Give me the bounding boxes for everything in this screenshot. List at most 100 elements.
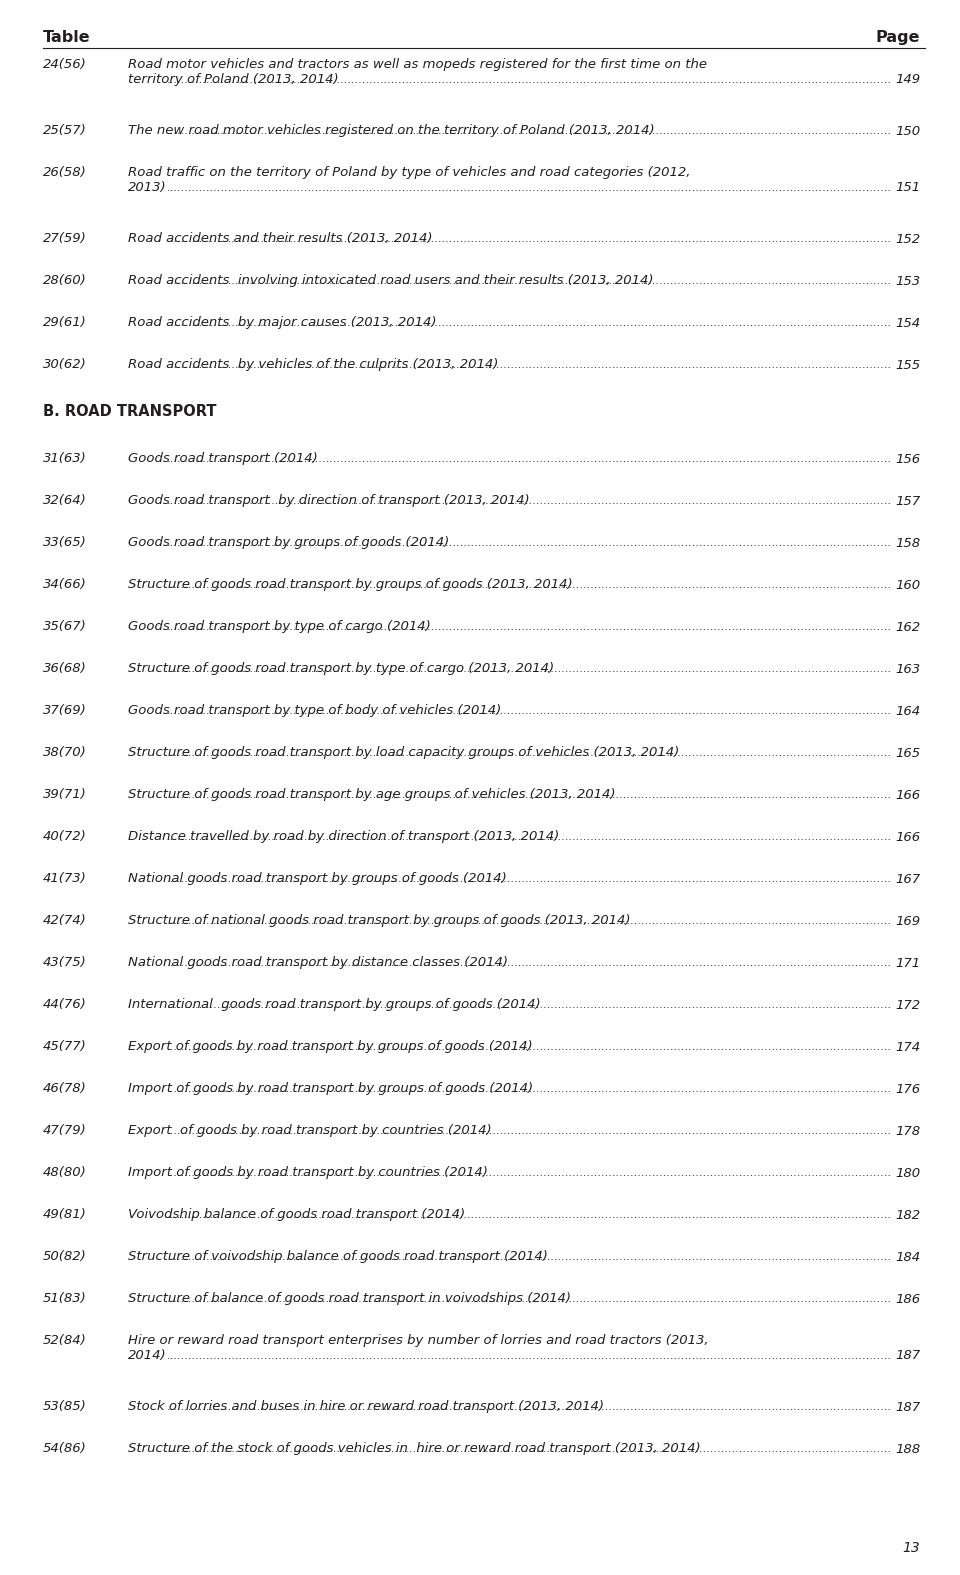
Text: 164: 164	[895, 704, 920, 718]
Text: 184: 184	[895, 1251, 920, 1263]
Text: 157: 157	[895, 495, 920, 507]
Text: Stock of lorries and buses in hire or reward road transport (2013, 2014): Stock of lorries and buses in hire or re…	[128, 1400, 604, 1413]
Text: Road accidents and their results (2013, 2014): Road accidents and their results (2013, …	[128, 232, 433, 246]
Text: ................................................................................: ........................................…	[167, 318, 892, 328]
Text: ................................................................................: ........................................…	[167, 1084, 892, 1095]
Text: 156: 156	[895, 452, 920, 466]
Text: 155: 155	[895, 359, 920, 372]
Text: ................................................................................: ........................................…	[167, 539, 892, 548]
Text: Table: Table	[43, 30, 90, 46]
Text: Road accidents  involving intoxicated road users and their results (2013, 2014): Road accidents involving intoxicated roa…	[128, 274, 654, 287]
Text: International  goods road transport by groups of goods (2014): International goods road transport by gr…	[128, 999, 540, 1011]
Text: 41(73): 41(73)	[43, 873, 86, 885]
Text: 187: 187	[895, 1350, 920, 1362]
Text: 34(66): 34(66)	[43, 578, 86, 591]
Text: 35(67): 35(67)	[43, 621, 86, 633]
Text: ................................................................................: ........................................…	[167, 1402, 892, 1413]
Text: 153: 153	[895, 274, 920, 288]
Text: Goods road transport (2014): Goods road transport (2014)	[128, 452, 318, 465]
Text: 42(74): 42(74)	[43, 913, 86, 928]
Text: 53(85): 53(85)	[43, 1400, 86, 1413]
Text: ................................................................................: ........................................…	[167, 874, 892, 884]
Text: 160: 160	[895, 578, 920, 592]
Text: 176: 176	[895, 1082, 920, 1096]
Text: Goods road transport by groups of goods (2014): Goods road transport by groups of goods …	[128, 536, 449, 550]
Text: 51(83): 51(83)	[43, 1292, 86, 1306]
Text: The new road motor vehicles registered on the territory of Poland (2013, 2014): The new road motor vehicles registered o…	[128, 124, 655, 137]
Text: ................................................................................: ........................................…	[167, 791, 892, 800]
Text: 152: 152	[895, 233, 920, 246]
Text: ................................................................................: ........................................…	[167, 235, 892, 244]
Text: 166: 166	[895, 789, 920, 802]
Text: 31(63): 31(63)	[43, 452, 86, 465]
Text: B. ROAD TRANSPORT: B. ROAD TRANSPORT	[43, 405, 217, 419]
Text: ................................................................................: ........................................…	[167, 917, 892, 926]
Text: Goods road transport by type of cargo (2014): Goods road transport by type of cargo (2…	[128, 621, 431, 633]
Text: 25(57): 25(57)	[43, 124, 86, 137]
Text: 187: 187	[895, 1400, 920, 1414]
Text: ................................................................................: ........................................…	[167, 183, 892, 194]
Text: ................................................................................: ........................................…	[167, 1252, 892, 1262]
Text: 45(77): 45(77)	[43, 1040, 86, 1054]
Text: Voivodship balance of goods road transport (2014): Voivodship balance of goods road transpo…	[128, 1208, 466, 1221]
Text: 24(56): 24(56)	[43, 58, 86, 71]
Text: Road motor vehicles and tractors as well as mopeds registered for the first time: Road motor vehicles and tractors as well…	[128, 58, 707, 71]
Text: Import of goods by road transport by countries (2014): Import of goods by road transport by cou…	[128, 1166, 488, 1180]
Text: 38(70): 38(70)	[43, 747, 86, 759]
Text: 188: 188	[895, 1443, 920, 1455]
Text: 166: 166	[895, 830, 920, 844]
Text: Export  of goods by road transport by countries (2014): Export of goods by road transport by cou…	[128, 1125, 492, 1137]
Text: Structure of goods road transport by type of cargo (2013, 2014): Structure of goods road transport by typ…	[128, 662, 554, 676]
Text: 169: 169	[895, 915, 920, 928]
Text: Structure of the stock of goods vehicles in  hire or reward road transport (2013: Structure of the stock of goods vehicles…	[128, 1443, 701, 1455]
Text: Road accidents  by vehicles of the culprits (2013, 2014): Road accidents by vehicles of the culpri…	[128, 358, 498, 372]
Text: Structure of goods road transport by groups of goods (2013, 2014): Structure of goods road transport by gro…	[128, 578, 572, 591]
Text: Goods road transport  by direction of transport (2013, 2014): Goods road transport by direction of tra…	[128, 495, 530, 507]
Text: ................................................................................: ........................................…	[167, 1043, 892, 1052]
Text: ................................................................................: ........................................…	[167, 1444, 892, 1454]
Text: Road traffic on the territory of Poland by type of vehicles and road categories : Road traffic on the territory of Poland …	[128, 165, 690, 180]
Text: National goods road transport by distance classes (2014): National goods road transport by distanc…	[128, 956, 508, 969]
Text: ................................................................................: ........................................…	[167, 126, 892, 135]
Text: 39(71): 39(71)	[43, 788, 86, 802]
Text: Structure of goods road transport by age groups of vehicles (2013, 2014): Structure of goods road transport by age…	[128, 788, 615, 802]
Text: 182: 182	[895, 1208, 920, 1222]
Text: ................................................................................: ........................................…	[167, 361, 892, 370]
Text: Import of goods by road transport by groups of goods (2014): Import of goods by road transport by gro…	[128, 1082, 533, 1095]
Text: ................................................................................: ........................................…	[167, 76, 892, 85]
Text: Structure of national goods road transport by groups of goods (2013, 2014): Structure of national goods road transpo…	[128, 913, 631, 928]
Text: 26(58): 26(58)	[43, 165, 86, 180]
Text: 165: 165	[895, 747, 920, 759]
Text: National goods road transport by groups of goods (2014): National goods road transport by groups …	[128, 873, 507, 885]
Text: ................................................................................: ........................................…	[167, 276, 892, 287]
Text: 151: 151	[895, 181, 920, 194]
Text: 46(78): 46(78)	[43, 1082, 86, 1095]
Text: ................................................................................: ........................................…	[167, 748, 892, 758]
Text: 150: 150	[895, 124, 920, 137]
Text: ................................................................................: ........................................…	[167, 496, 892, 506]
Text: 28(60): 28(60)	[43, 274, 86, 287]
Text: Page: Page	[876, 30, 920, 46]
Text: 54(86): 54(86)	[43, 1443, 86, 1455]
Text: 163: 163	[895, 663, 920, 676]
Text: 50(82): 50(82)	[43, 1251, 86, 1263]
Text: Road accidents  by major causes (2013, 2014): Road accidents by major causes (2013, 20…	[128, 317, 437, 329]
Text: 180: 180	[895, 1167, 920, 1180]
Text: 48(80): 48(80)	[43, 1166, 86, 1180]
Text: territory of Poland (2013, 2014): territory of Poland (2013, 2014)	[128, 72, 339, 85]
Text: 172: 172	[895, 999, 920, 1011]
Text: Hire or reward road transport enterprises by number of lorries and road tractors: Hire or reward road transport enterprise…	[128, 1334, 708, 1347]
Text: ................................................................................: ........................................…	[167, 580, 892, 591]
Text: 178: 178	[895, 1125, 920, 1137]
Text: 162: 162	[895, 621, 920, 633]
Text: 52(84): 52(84)	[43, 1334, 86, 1347]
Text: 154: 154	[895, 317, 920, 329]
Text: ................................................................................: ........................................…	[167, 622, 892, 632]
Text: 30(62): 30(62)	[43, 358, 86, 372]
Text: 44(76): 44(76)	[43, 999, 86, 1011]
Text: 186: 186	[895, 1293, 920, 1306]
Text: ................................................................................: ........................................…	[167, 1000, 892, 1010]
Text: 158: 158	[895, 537, 920, 550]
Text: 37(69): 37(69)	[43, 704, 86, 717]
Text: 29(61): 29(61)	[43, 317, 86, 329]
